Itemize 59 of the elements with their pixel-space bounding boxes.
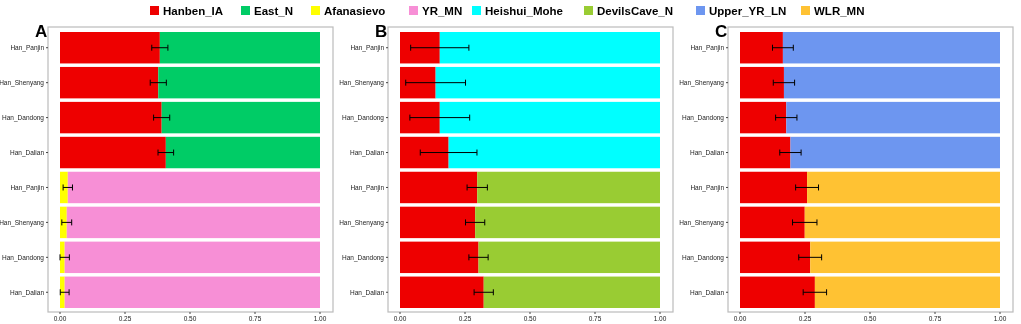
legend-label: Heishui_Mohe — [485, 4, 563, 17]
legend-label: WLR_MN — [814, 4, 865, 17]
bar — [400, 206, 476, 239]
legend-label: East_N — [254, 4, 293, 17]
bar — [740, 66, 784, 99]
bar — [400, 101, 440, 134]
bar — [400, 241, 479, 274]
bar — [161, 101, 320, 134]
legend-label: DevilsCave_N — [597, 4, 674, 17]
bar — [783, 66, 1000, 99]
bar — [66, 206, 320, 239]
bar — [165, 136, 320, 169]
bar — [475, 206, 660, 239]
bar — [478, 241, 660, 274]
bar — [400, 171, 478, 204]
bar — [740, 101, 787, 134]
bar — [60, 101, 162, 134]
bar — [740, 136, 791, 169]
bar — [804, 206, 1000, 239]
bar — [477, 171, 660, 204]
bar — [448, 136, 660, 169]
bar — [64, 276, 320, 308]
legend-label: Afanasievo — [324, 4, 386, 17]
bar — [60, 136, 166, 169]
bar — [810, 241, 1000, 274]
bar — [158, 66, 320, 99]
bar — [814, 276, 1000, 308]
bar — [740, 32, 783, 64]
bar — [439, 32, 660, 64]
bar — [786, 101, 1000, 134]
bar — [740, 171, 808, 204]
bar — [740, 276, 815, 308]
bar — [790, 136, 1000, 169]
chart-title: A — [35, 22, 48, 41]
legend-label: Upper_YR_LN — [709, 4, 787, 17]
bar — [400, 32, 440, 64]
bar — [740, 241, 811, 274]
bar — [483, 276, 660, 308]
bar — [807, 171, 1000, 204]
chart-title: B — [375, 22, 388, 41]
bar — [435, 66, 660, 99]
legend-label: YR_MN — [422, 4, 463, 17]
bar — [740, 206, 805, 239]
bar — [400, 136, 449, 169]
bar — [60, 171, 68, 204]
bar — [67, 171, 320, 204]
bar — [159, 32, 320, 64]
bar — [60, 32, 160, 64]
chart-title: C — [715, 22, 728, 41]
bar — [60, 66, 159, 99]
bar — [64, 241, 320, 274]
bar — [400, 66, 436, 99]
bar — [782, 32, 1000, 64]
legend-label: Hanben_IA — [163, 4, 224, 17]
bar — [60, 241, 65, 274]
bar — [60, 276, 65, 308]
bar — [439, 101, 660, 134]
bar — [60, 206, 67, 239]
bar — [400, 276, 484, 308]
